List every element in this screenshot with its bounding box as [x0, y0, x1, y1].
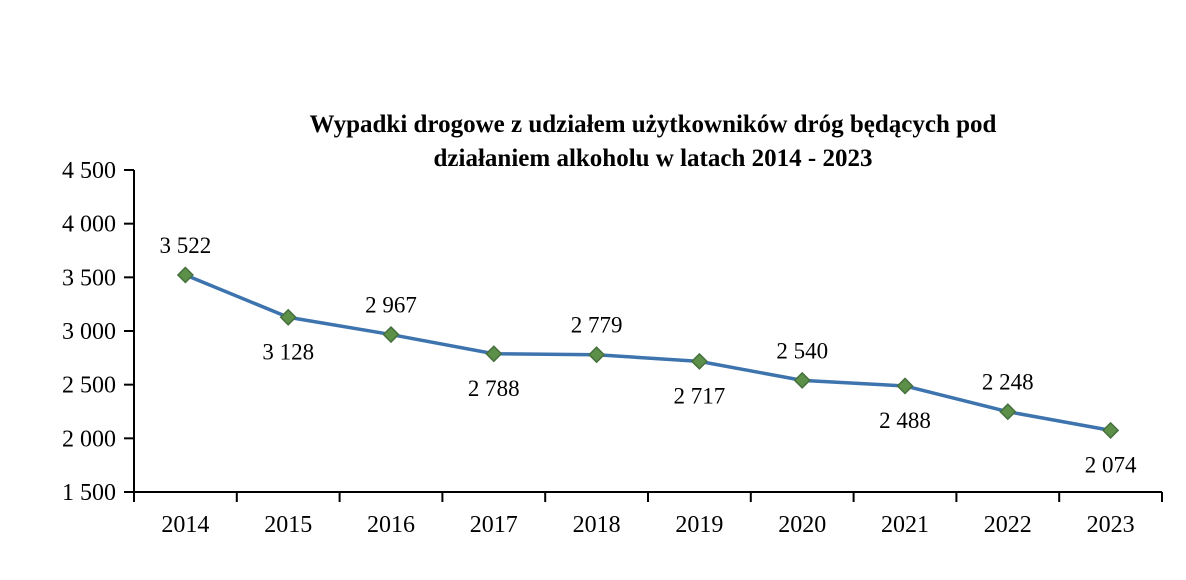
y-tick-label: 1 500: [62, 480, 116, 506]
x-tick-label: 2016: [367, 512, 415, 538]
y-tick-label: 3 000: [62, 319, 116, 345]
data-point-marker: [1102, 421, 1120, 439]
data-point-marker: [382, 325, 400, 344]
chart-title-line-1: Wypadki drogowe z udziałem użytkowników …: [309, 111, 997, 138]
x-tick-label: 2018: [573, 512, 621, 538]
data-point-marker: [896, 377, 914, 395]
data-point-marker: [690, 352, 708, 370]
data-point-label: 2 717: [674, 383, 726, 408]
series-polyline: [184, 273, 1111, 433]
y-axis-labels: 1 500 2 000 2 500 3 000 3 500 4 000 4 500: [62, 158, 116, 506]
data-point-label: 2 074: [1085, 452, 1137, 477]
y-axis-ticks: [124, 169, 134, 493]
x-axis-labels: 2014 2015 2016 2017 2018 2019 2020 2021 2022 2023: [161, 512, 1134, 538]
x-tick-label: 2017: [470, 512, 518, 538]
x-tick-label: 2014: [161, 512, 209, 538]
data-point-label: 3 128: [262, 339, 314, 364]
data-point-marker: [999, 403, 1017, 421]
data-labels: 3 522 3 128 2 967 2 788 2 779 2 717 2 540 2 488…: [160, 233, 1137, 477]
chart-title: Wypadki drogowe z udziałem użytkowników …: [130, 108, 1176, 176]
series-line: [184, 273, 1111, 433]
data-point-marker: [793, 371, 811, 389]
axes: [133, 170, 1162, 493]
data-point-marker: [485, 345, 503, 363]
x-tick-label: 2019: [675, 512, 723, 538]
chart-title-line-2: działaniem alkoholu w latach 2014 - 2023: [433, 145, 873, 172]
y-tick-label: 2 500: [62, 373, 116, 399]
data-point-label: 2 779: [571, 313, 623, 338]
x-axis-ticks: [133, 492, 1163, 502]
y-tick-label: 4 500: [62, 158, 116, 184]
data-point-label: 3 522: [160, 233, 212, 258]
data-point-label: 2 788: [468, 376, 520, 401]
axis-lines: [133, 170, 1162, 493]
y-tick-label: 2 000: [62, 426, 116, 452]
data-point-label: 2 248: [982, 370, 1034, 395]
y-tick-label: 3 500: [62, 265, 116, 291]
x-tick-label: 2023: [1087, 512, 1135, 538]
x-tick-label: 2015: [264, 512, 312, 538]
data-point-marker: [279, 308, 297, 326]
data-point-label: 2 967: [365, 293, 417, 318]
x-tick-label: 2020: [778, 512, 826, 538]
data-point-marker: [176, 266, 194, 284]
data-point-label: 2 488: [879, 408, 931, 433]
x-tick-label: 2021: [881, 512, 929, 538]
data-point-label: 2 540: [776, 338, 828, 363]
series-markers: [176, 266, 1120, 439]
data-point-marker: [588, 346, 606, 364]
y-tick-label: 4 000: [62, 212, 116, 238]
x-tick-label: 2022: [984, 512, 1032, 538]
